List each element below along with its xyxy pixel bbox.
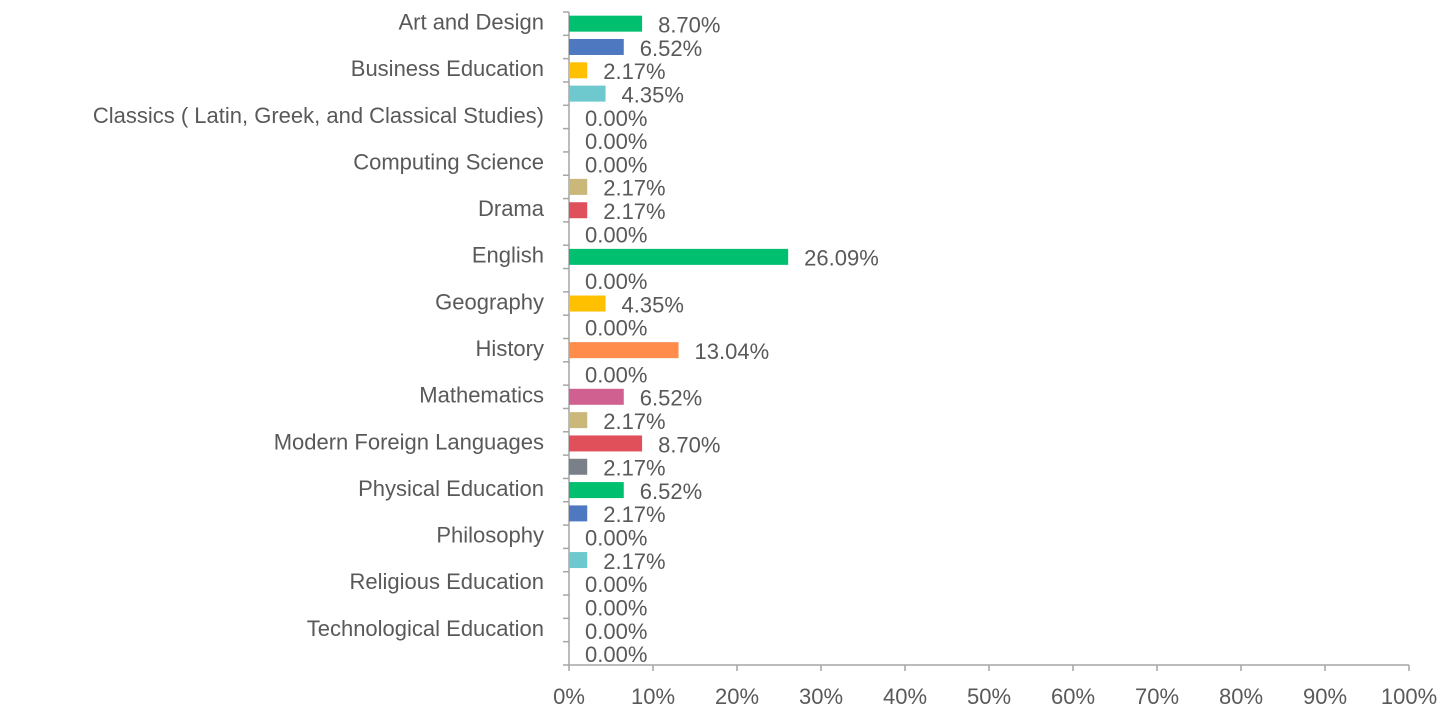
value-label: 2.17% bbox=[603, 59, 665, 84]
x-tick-label: 10% bbox=[631, 684, 675, 709]
value-label: 2.17% bbox=[603, 456, 665, 481]
bar bbox=[569, 505, 588, 522]
x-tick-label: 0% bbox=[553, 684, 585, 709]
bar bbox=[569, 85, 606, 102]
bar bbox=[569, 38, 624, 55]
bar bbox=[569, 388, 624, 405]
bar bbox=[569, 178, 588, 195]
y-tick-label: Geography bbox=[435, 289, 544, 314]
value-label: 0.00% bbox=[585, 152, 647, 177]
y-tick-label: English bbox=[472, 243, 544, 268]
value-label: 2.17% bbox=[603, 199, 665, 224]
bar bbox=[569, 62, 588, 79]
bar bbox=[569, 342, 679, 359]
y-tick-label: Computing Science bbox=[353, 149, 544, 174]
x-tick-label: 60% bbox=[1051, 684, 1095, 709]
bar bbox=[569, 552, 588, 569]
y-tick-label: Technological Education bbox=[307, 616, 544, 641]
value-label: 2.17% bbox=[603, 502, 665, 527]
value-label: 0.00% bbox=[585, 129, 647, 154]
x-tick-label: 40% bbox=[883, 684, 927, 709]
value-label: 26.09% bbox=[804, 246, 879, 271]
bar bbox=[569, 435, 643, 452]
value-label: 4.35% bbox=[622, 292, 684, 317]
y-tick-label: Modern Foreign Languages bbox=[274, 429, 544, 454]
y-tick-label: Art and Design bbox=[398, 9, 544, 34]
value-label: 8.70% bbox=[658, 12, 720, 37]
value-label: 6.52% bbox=[640, 36, 702, 61]
bar bbox=[569, 248, 789, 265]
x-tick-label: 100% bbox=[1381, 684, 1437, 709]
bar bbox=[569, 482, 624, 499]
value-label: 6.52% bbox=[640, 386, 702, 411]
value-label: 0.00% bbox=[585, 362, 647, 387]
value-label: 0.00% bbox=[585, 596, 647, 621]
y-tick-label: Classics ( Latin, Greek, and Classical S… bbox=[93, 103, 544, 128]
value-label: 0.00% bbox=[585, 526, 647, 551]
y-tick-label: Physical Education bbox=[358, 476, 544, 501]
y-tick-label: Mathematics bbox=[419, 383, 544, 408]
value-label: 2.17% bbox=[603, 409, 665, 434]
bar bbox=[569, 295, 606, 312]
value-label: 8.70% bbox=[658, 432, 720, 457]
x-tick-label: 70% bbox=[1135, 684, 1179, 709]
y-tick-label: Business Education bbox=[351, 56, 544, 81]
x-tick-label: 30% bbox=[799, 684, 843, 709]
value-label: 0.00% bbox=[585, 642, 647, 667]
value-label: 0.00% bbox=[585, 572, 647, 597]
x-tick-label: 50% bbox=[967, 684, 1011, 709]
value-label: 0.00% bbox=[585, 269, 647, 294]
value-label: 13.04% bbox=[695, 339, 770, 364]
bar bbox=[569, 412, 588, 429]
y-tick-label: Philosophy bbox=[436, 523, 544, 548]
y-tick-label: Religious Education bbox=[350, 569, 544, 594]
x-tick-label: 20% bbox=[715, 684, 759, 709]
x-tick-label: 90% bbox=[1303, 684, 1347, 709]
value-label: 2.17% bbox=[603, 176, 665, 201]
y-tick-label: Drama bbox=[478, 196, 545, 221]
bar bbox=[569, 458, 588, 475]
value-label: 0.00% bbox=[585, 222, 647, 247]
bar bbox=[569, 202, 588, 219]
bar bbox=[569, 15, 643, 32]
value-label: 0.00% bbox=[585, 316, 647, 341]
y-tick-label: History bbox=[476, 336, 544, 361]
value-label: 4.35% bbox=[622, 82, 684, 107]
value-label: 2.17% bbox=[603, 549, 665, 574]
value-label: 0.00% bbox=[585, 619, 647, 644]
x-tick-label: 80% bbox=[1219, 684, 1263, 709]
value-label: 0.00% bbox=[585, 106, 647, 131]
value-label: 6.52% bbox=[640, 479, 702, 504]
